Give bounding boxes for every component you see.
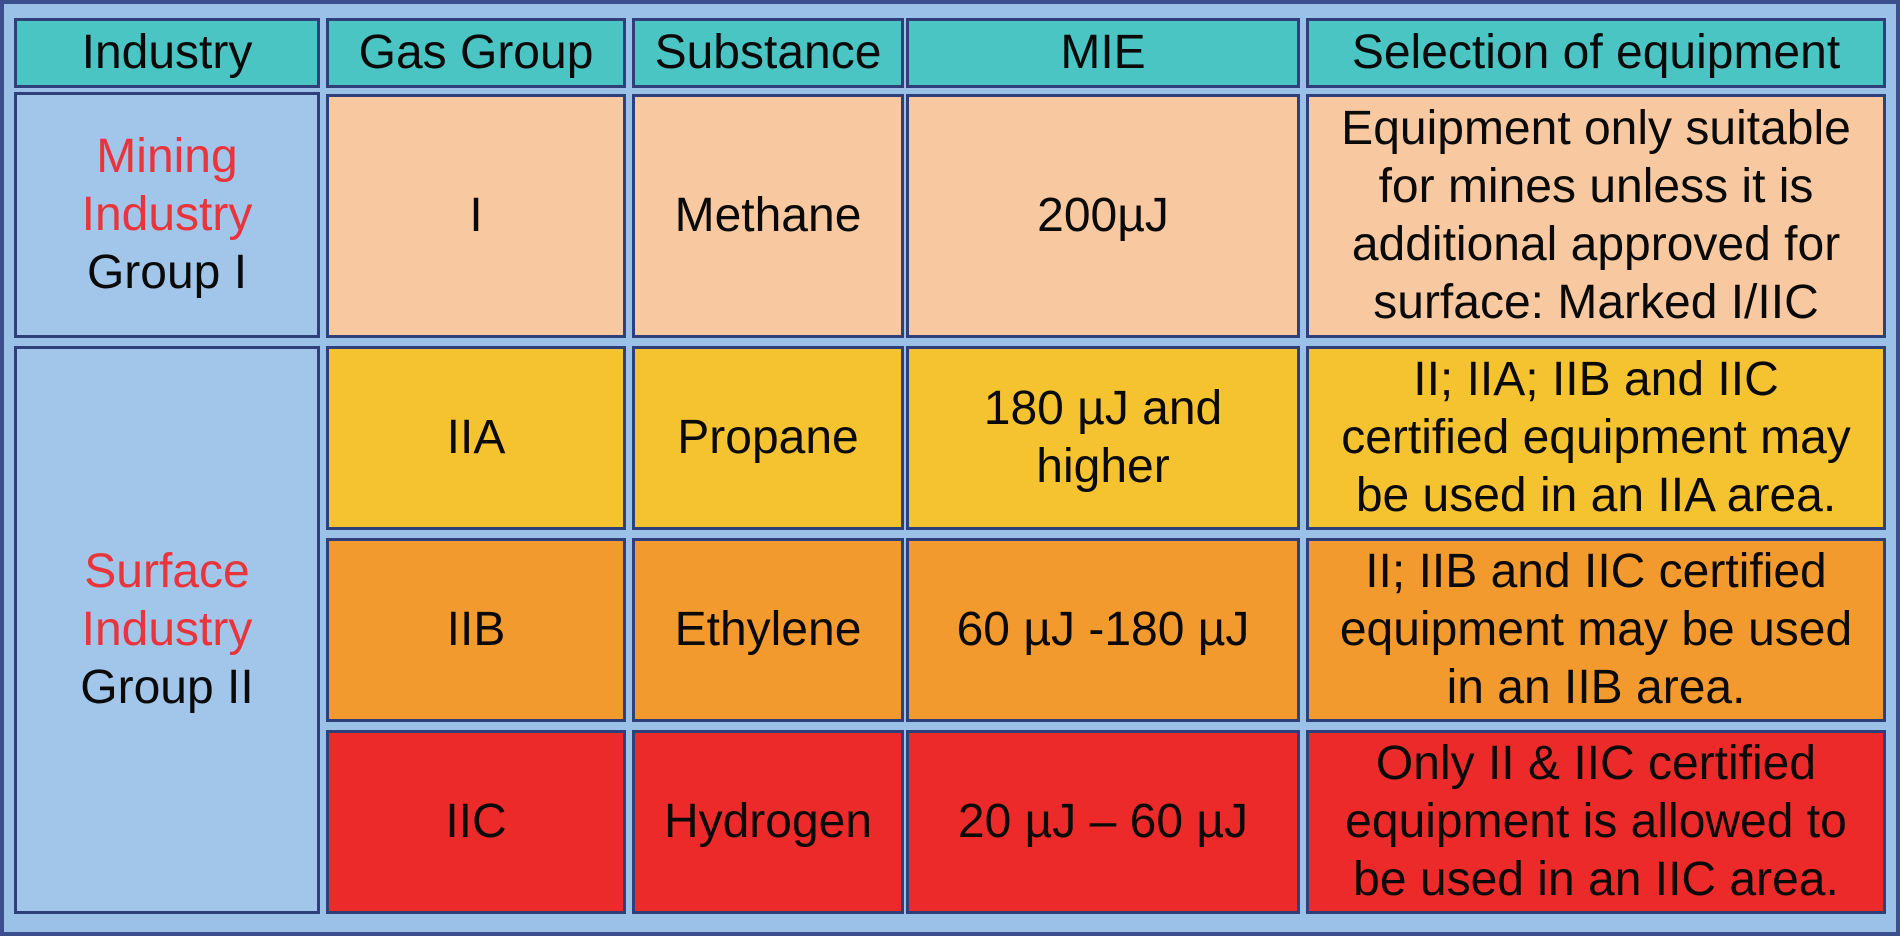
row-hydrogen-selection: Only II & IIC certified equipment is all… xyxy=(1306,730,1886,914)
row-propane-selection: II; IIA; IIB and IIC certified equipment… xyxy=(1306,346,1886,530)
row-propane-gas-group: IIA xyxy=(326,346,626,530)
header-gas-group-label: Gas Group xyxy=(358,26,594,79)
substance-value: Ethylene xyxy=(674,603,862,656)
mie-value: 20 µJ – 60 µJ xyxy=(957,795,1249,848)
industry-surface: Surface Industry Group II xyxy=(14,346,320,914)
row-ethylene-substance: Ethylene xyxy=(632,538,904,722)
industry-mining-name: Mining xyxy=(96,130,238,183)
selection-text: II; IIB and IIC certified equipment may … xyxy=(1339,545,1853,714)
header-substance: Substance xyxy=(632,18,904,88)
row-hydrogen-gas-group: IIC xyxy=(326,730,626,914)
substance-value: Methane xyxy=(674,189,862,242)
mie-value: 180 µJ and higher xyxy=(983,382,1223,493)
row-ethylene-mie: 60 µJ -180 µJ xyxy=(906,538,1300,722)
header-selection-label: Selection of equipment xyxy=(1351,26,1841,79)
substance-value: Hydrogen xyxy=(663,795,873,848)
row-propane-mie: 180 µJ and higher xyxy=(906,346,1300,530)
industry-mining-type: Industry xyxy=(81,188,253,241)
row-propane-substance: Propane xyxy=(632,346,904,530)
header-gas-group: Gas Group xyxy=(326,18,626,88)
header-mie: MIE xyxy=(906,18,1300,88)
gas-group-value: IIB xyxy=(446,603,506,656)
header-mie-label: MIE xyxy=(1060,26,1146,79)
header-industry: Industry xyxy=(14,18,320,88)
substance-value: Propane xyxy=(677,411,859,464)
industry-mining: Mining Industry Group I xyxy=(14,92,320,338)
mie-value: 200µJ xyxy=(1037,189,1169,242)
header-substance-label: Substance xyxy=(654,26,882,79)
industry-surface-group: Group II xyxy=(80,661,254,714)
industry-surface-name: Surface xyxy=(84,545,250,598)
gas-group-value: IIA xyxy=(446,411,506,464)
gas-group-value: IIC xyxy=(445,795,507,848)
industry-surface-type: Industry xyxy=(81,603,253,656)
selection-text: Only II & IIC certified equipment is all… xyxy=(1345,737,1847,906)
gas-group-value: I xyxy=(469,189,483,242)
selection-text: Equipment only suitable for mines unless… xyxy=(1341,102,1851,329)
row-ethylene-gas-group: IIB xyxy=(326,538,626,722)
selection-text: II; IIA; IIB and IIC certified equipment… xyxy=(1341,353,1851,522)
row-hydrogen-mie: 20 µJ – 60 µJ xyxy=(906,730,1300,914)
row-hydrogen-substance: Hydrogen xyxy=(632,730,904,914)
row-methane-gas-group: I xyxy=(326,94,626,338)
row-methane-substance: Methane xyxy=(632,94,904,338)
row-methane-mie: 200µJ xyxy=(906,94,1300,338)
row-methane-selection: Equipment only suitable for mines unless… xyxy=(1306,94,1886,338)
industry-mining-group: Group I xyxy=(86,246,248,299)
header-selection: Selection of equipment xyxy=(1306,18,1886,88)
row-ethylene-selection: II; IIB and IIC certified equipment may … xyxy=(1306,538,1886,722)
mie-value: 60 µJ -180 µJ xyxy=(956,603,1250,656)
header-industry-label: Industry xyxy=(81,26,253,79)
